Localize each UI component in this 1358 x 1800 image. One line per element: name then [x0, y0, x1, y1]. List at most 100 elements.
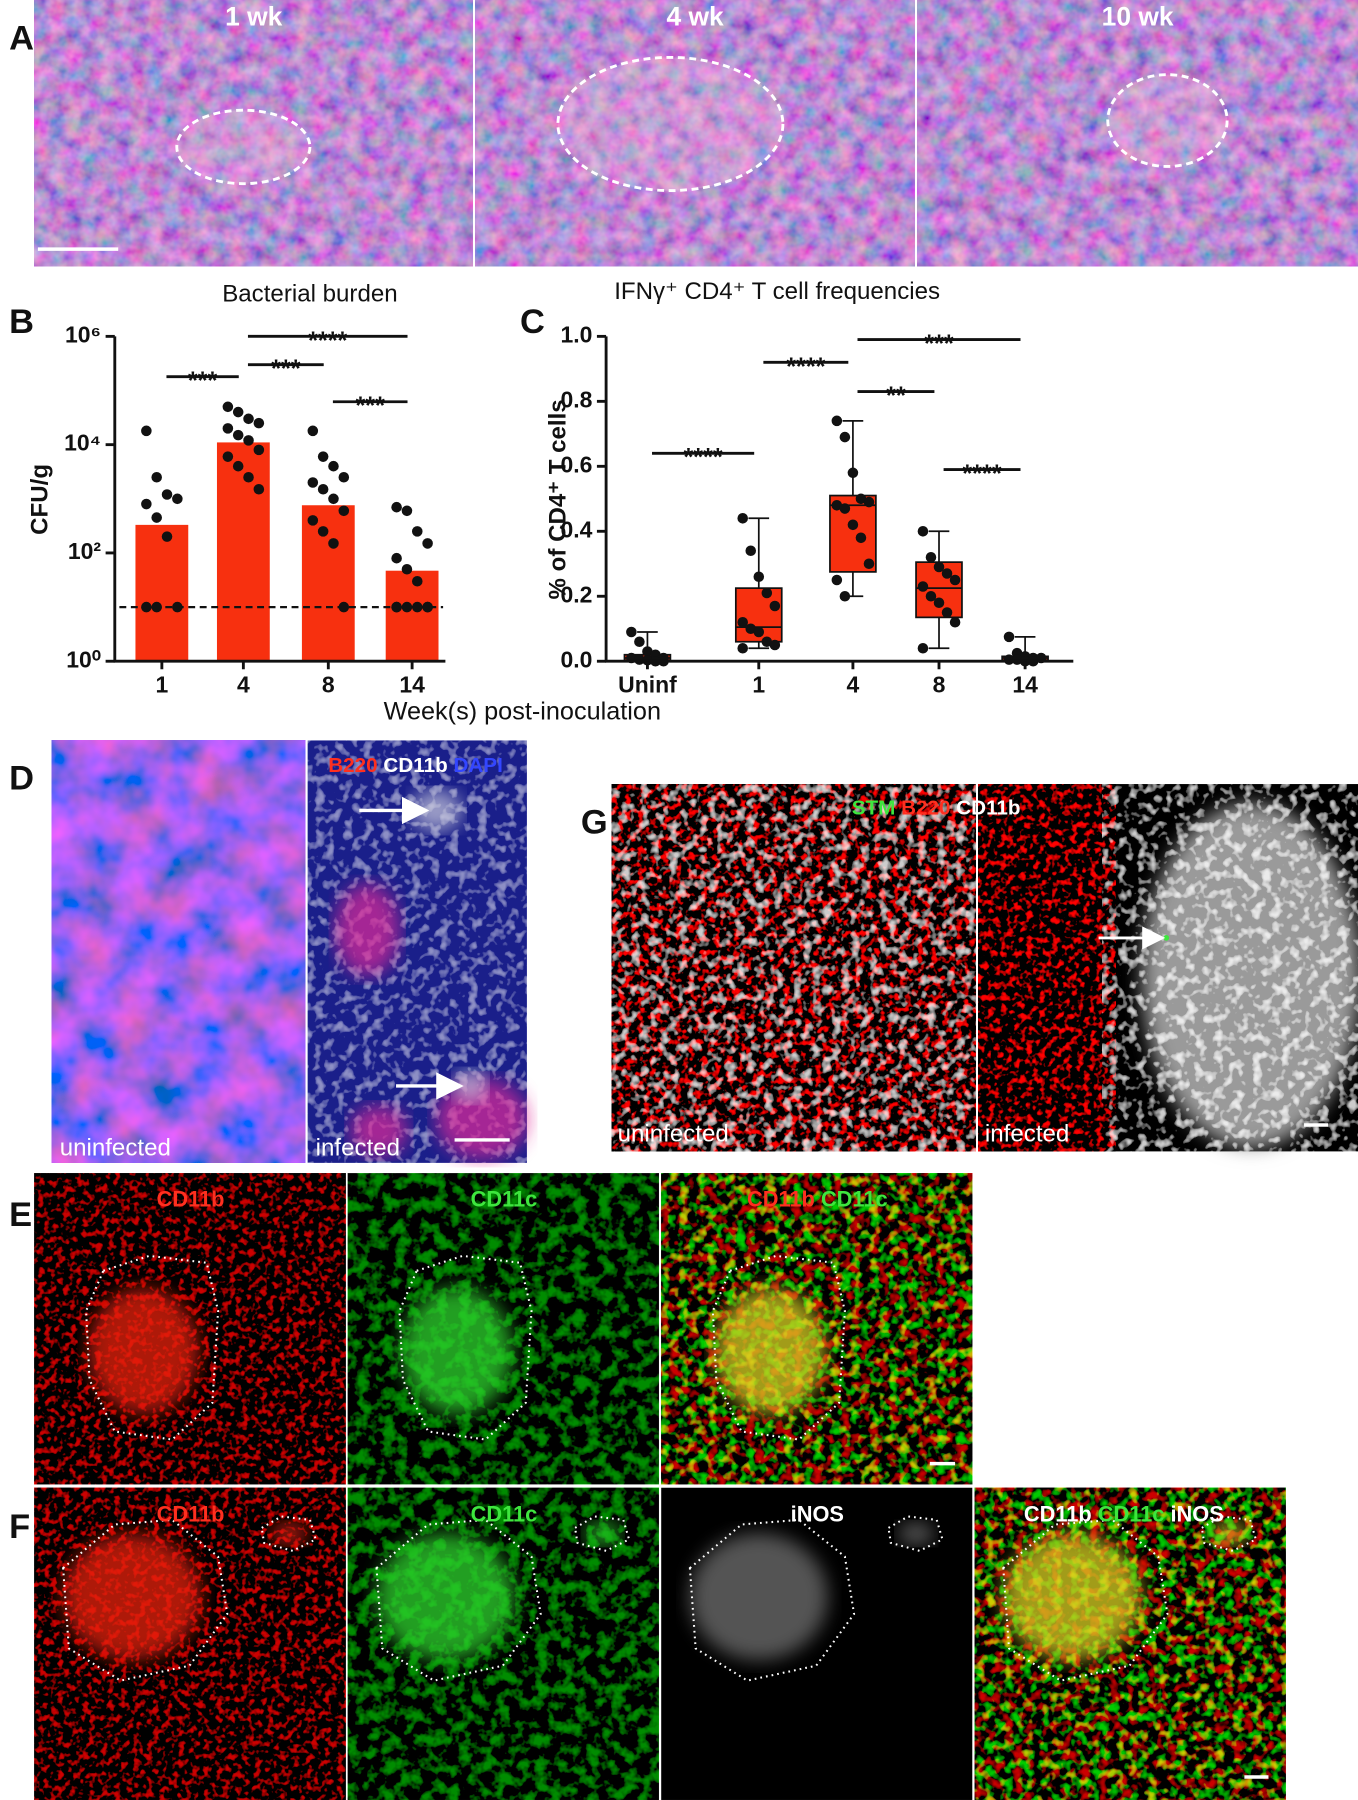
- data-point: [917, 526, 929, 537]
- data-point: [141, 498, 152, 510]
- data-point: [863, 558, 875, 570]
- bar: [301, 505, 355, 662]
- y-tick-label: 0.6: [560, 451, 592, 477]
- granuloma-outline: [556, 55, 785, 193]
- data-point: [151, 512, 162, 523]
- data-point: [151, 471, 162, 483]
- stain-name: CD11b: [157, 1501, 225, 1526]
- data-point: [855, 532, 867, 544]
- data-point: [847, 519, 859, 531]
- image-label: 4 wk: [666, 1, 724, 31]
- y-axis-label: CFU/g: [27, 464, 54, 535]
- data-point: [307, 425, 319, 437]
- histology-image: [34, 0, 473, 267]
- x-tick-label: 14: [1012, 672, 1038, 698]
- data-point: [863, 496, 875, 508]
- stain-blob: [88, 1288, 199, 1415]
- significance-label: ***: [271, 355, 301, 383]
- stain-blob: [689, 1533, 828, 1660]
- bar: [216, 442, 270, 662]
- data-point: [753, 571, 765, 583]
- data-point: [401, 505, 413, 517]
- data-point: [941, 607, 953, 618]
- data-point: [626, 626, 637, 638]
- data-point: [172, 493, 183, 505]
- y-tick-label: 0.8: [560, 386, 592, 412]
- stain-name: CD11c: [471, 1187, 538, 1212]
- data-point: [761, 587, 773, 599]
- data-point: [338, 505, 350, 517]
- region-outline: [375, 1518, 542, 1682]
- data-point: [831, 415, 843, 427]
- condition-label: infected: [316, 1134, 400, 1161]
- data-point: [307, 477, 319, 488]
- y-tick-label: 10²: [68, 538, 102, 564]
- condition-label: uninfected: [618, 1121, 729, 1148]
- data-point: [737, 616, 748, 628]
- stain-name: iNOS: [1170, 1501, 1223, 1526]
- fluorescence-image: [51, 740, 306, 1163]
- data-point: [401, 563, 413, 575]
- stain-name: iNOS: [791, 1501, 844, 1526]
- data-point: [232, 460, 244, 472]
- data-point: [925, 590, 937, 602]
- significance-label: ****: [683, 444, 722, 472]
- data-point: [391, 552, 402, 564]
- data-point: [925, 551, 937, 563]
- data-point: [232, 406, 244, 418]
- data-point: [949, 616, 961, 628]
- stain-blob: [401, 1288, 512, 1415]
- chart-title: Bacterial burden: [222, 280, 397, 307]
- data-point: [222, 401, 234, 413]
- data-point: [338, 601, 350, 613]
- data-point: [769, 600, 781, 612]
- fluorescence-image: [1102, 784, 1358, 1152]
- histology-image: [917, 0, 1358, 267]
- stain-name: CD11c: [471, 1501, 538, 1526]
- fluorescence-image: [611, 784, 976, 1152]
- stain-blob: [270, 1522, 308, 1546]
- chart-title: IFNγ⁺ CD4⁺ T cell frequencies: [614, 278, 940, 305]
- stain-label: CD11b CD11c iNOS: [1024, 1501, 1224, 1526]
- panel-letter: A: [9, 19, 34, 57]
- x-tick-label: 4: [237, 672, 250, 698]
- stain-blob: [63, 1533, 201, 1660]
- data-point: [243, 435, 254, 446]
- data-point: [253, 417, 265, 429]
- x-tick-label: 14: [399, 672, 425, 698]
- stain-name: STM: [852, 797, 896, 820]
- panel-letter: F: [9, 1508, 30, 1546]
- condition-label: uninfected: [60, 1134, 171, 1161]
- significance-label: ****: [786, 353, 825, 381]
- stain-label: CD11c: [471, 1187, 538, 1212]
- data-point: [917, 642, 929, 654]
- fluorescence-image: [978, 784, 1116, 1152]
- data-point: [391, 601, 402, 613]
- x-tick-label: Uninf: [618, 672, 677, 698]
- stain-name: CD11b: [956, 797, 1020, 820]
- panel-letter: G: [581, 803, 608, 841]
- region-outline: [887, 1515, 944, 1552]
- bar: [385, 570, 439, 662]
- data-point: [855, 493, 867, 505]
- stain-name: B220: [901, 797, 950, 820]
- data-point: [737, 642, 748, 654]
- data-point: [745, 623, 757, 635]
- stain-label: CD11b CD11c: [747, 1187, 888, 1212]
- x-tick-label: 1: [155, 672, 168, 698]
- data-point: [422, 601, 433, 613]
- data-point: [933, 597, 945, 609]
- stain-blob: [454, 1069, 487, 1103]
- bar: [135, 524, 189, 662]
- data-point: [411, 575, 423, 587]
- significance-label: **: [886, 382, 906, 410]
- data-point: [317, 451, 329, 462]
- data-point: [411, 526, 423, 537]
- significance-label: ***: [188, 367, 218, 395]
- y-tick-label: 0.0: [560, 646, 592, 672]
- data-point: [933, 561, 945, 573]
- stain-label: STM B220 CD11b: [852, 797, 1021, 820]
- significance-label: ***: [924, 330, 954, 358]
- region-outline: [688, 1518, 856, 1682]
